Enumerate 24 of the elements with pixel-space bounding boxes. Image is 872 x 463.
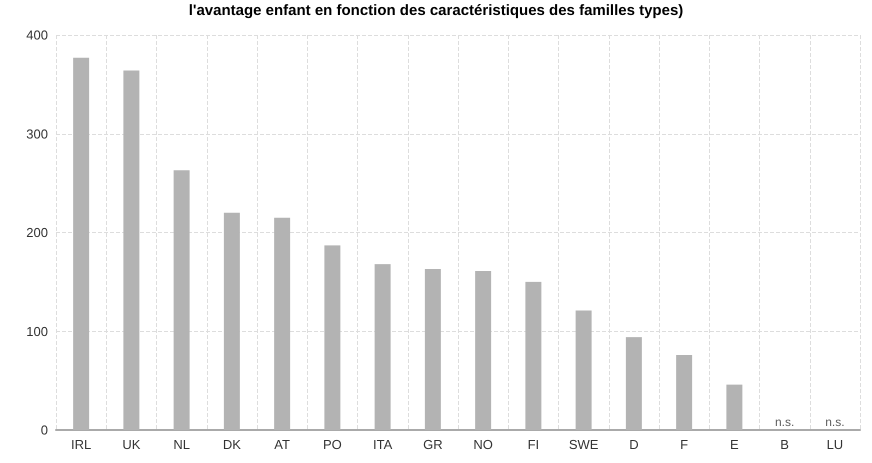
x-tick-label: B [780,437,789,452]
x-tick-label: LU [826,437,844,452]
x-tick-label: ITA [372,437,393,452]
x-tick-label: NL [173,437,190,452]
x-tick-label: IRL [71,437,92,452]
x-tick-label: PO [322,437,342,452]
x-tick-label: F [680,437,688,452]
y-tick-label: 300 [26,126,48,142]
x-tick-label: GR [423,437,443,452]
x-tick-label: E [730,437,740,452]
y-tick-label: 200 [26,225,48,240]
x-tick-label: NO [473,437,493,452]
y-tick-label: 400 [26,28,48,42]
x-tick-label: FI [528,437,540,452]
text: n.s. [825,415,845,429]
y-tick-label: 100 [26,324,48,339]
x-tick-label: UK [122,437,141,452]
x-tick-label: SWE [568,437,599,452]
x-tick-label: D [629,437,639,452]
x-tick-label: DK [222,437,242,452]
y-tick-label: 0 [40,422,48,438]
text: n.s. [774,415,794,429]
x-tick-label: AT [274,437,290,452]
chart-title: l'avantage enfant en fonction des caractéristiques des familles types) [188,2,684,19]
